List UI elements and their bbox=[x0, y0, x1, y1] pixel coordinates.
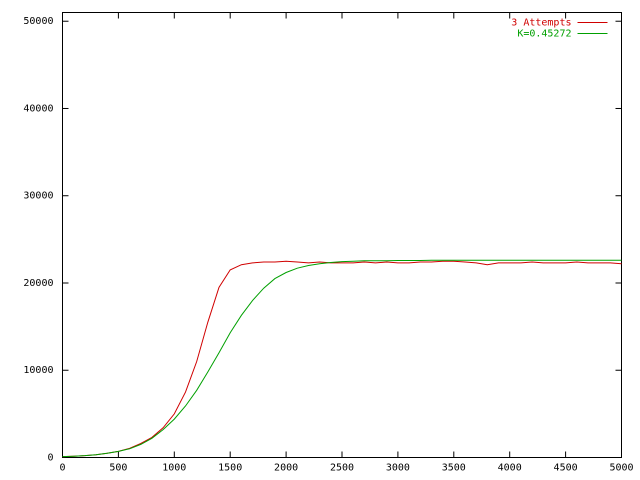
x-tick-label: 2500 bbox=[330, 463, 354, 474]
x-tick-label: 3500 bbox=[442, 463, 466, 474]
y-tick-label: 20000 bbox=[23, 278, 53, 289]
x-tick-label: 4500 bbox=[554, 463, 578, 474]
x-tick-label: 1500 bbox=[218, 463, 242, 474]
y-tick-label: 50000 bbox=[23, 16, 53, 27]
y-tick-label: 40000 bbox=[23, 103, 53, 114]
x-tick-label: 0 bbox=[59, 463, 65, 474]
x-tick-label: 1000 bbox=[162, 463, 186, 474]
x-tick-label: 3000 bbox=[386, 463, 410, 474]
y-tick-label: 30000 bbox=[23, 191, 53, 202]
legend-label: 3 Attempts bbox=[511, 18, 571, 29]
plot-frame bbox=[62, 12, 622, 458]
data-line bbox=[62, 260, 622, 458]
x-tick-label: 5000 bbox=[609, 463, 633, 474]
legend-label: K=0.45272 bbox=[517, 29, 571, 40]
data-line bbox=[62, 259, 622, 458]
x-tick-label: 2000 bbox=[274, 463, 298, 474]
y-tick-label: 0 bbox=[47, 453, 53, 464]
x-tick-label: 4000 bbox=[498, 463, 522, 474]
x-tick-label: 500 bbox=[109, 463, 127, 474]
y-tick-label: 10000 bbox=[23, 365, 53, 376]
